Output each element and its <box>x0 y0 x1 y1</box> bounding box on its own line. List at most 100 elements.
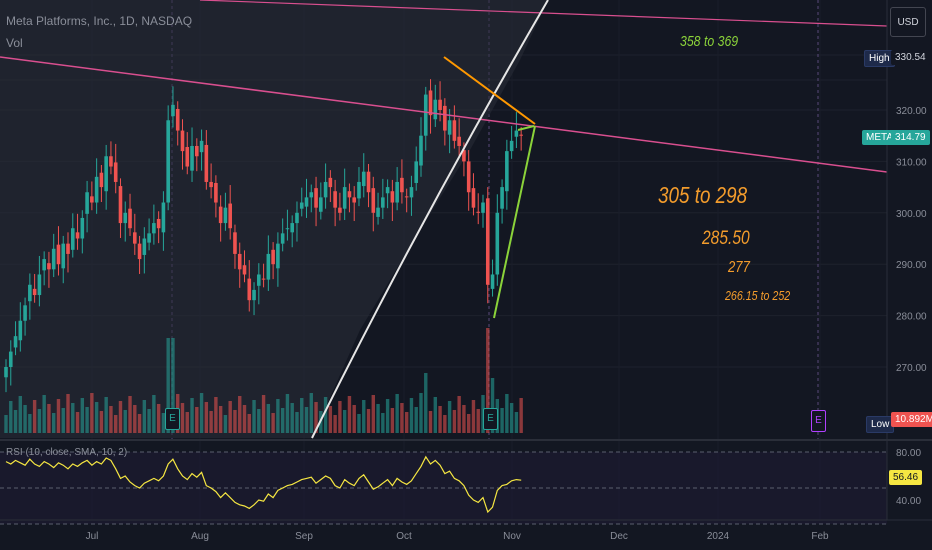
candle-body <box>495 212 500 275</box>
volume-bar <box>18 396 23 433</box>
candle-body <box>42 259 46 271</box>
volume-bar <box>185 412 189 433</box>
candle-body <box>132 232 137 244</box>
earnings-marker-1[interactable]: E <box>165 408 180 430</box>
volume-bar <box>433 397 437 433</box>
candle-body <box>447 120 452 135</box>
green-support-line-short[interactable] <box>517 125 535 131</box>
volume-bar <box>218 406 223 433</box>
candle-body <box>409 187 414 198</box>
x-tick-label: Sep <box>295 531 313 542</box>
high-label-tag: High <box>864 50 895 67</box>
candle-body <box>214 182 218 203</box>
volume-bar <box>171 338 175 433</box>
candle-body <box>161 202 166 233</box>
y-tick-label: 300.00 <box>896 209 927 220</box>
volume-bar <box>395 394 399 433</box>
candle-body <box>471 188 476 208</box>
volume-bar <box>352 405 356 433</box>
candle-body <box>276 243 280 269</box>
volume-bar <box>400 403 404 433</box>
volume-value-tag: 10.892M <box>891 412 932 427</box>
ascending-curve-line[interactable] <box>311 0 549 439</box>
candle-body <box>128 208 132 229</box>
volume-bar <box>280 408 285 433</box>
candle-body <box>333 191 337 208</box>
volume-bar <box>486 328 490 433</box>
candle-body <box>280 233 285 244</box>
earnings-marker-2[interactable]: E <box>483 408 498 430</box>
currency-button[interactable]: USD <box>890 7 926 37</box>
candle-body <box>419 135 423 166</box>
candle-body <box>118 186 123 224</box>
volume-bar <box>233 410 237 433</box>
current-symbol-tag: META <box>862 130 898 145</box>
volume-bar <box>481 395 485 433</box>
orange-resistance-line[interactable] <box>443 56 536 125</box>
candle-body <box>404 196 409 198</box>
volume-bar <box>471 400 476 433</box>
x-tick-label: Feb <box>811 531 829 542</box>
candle-body <box>423 94 428 136</box>
volume-bar <box>376 404 380 433</box>
volume-bar <box>71 403 75 433</box>
candle-body <box>228 203 232 229</box>
x-tick-label: Aug <box>191 531 209 542</box>
volume-bar <box>99 411 104 433</box>
candle-body <box>466 161 471 193</box>
volume-bar <box>381 413 385 433</box>
candle-body <box>123 212 128 224</box>
volume-bar <box>452 410 457 433</box>
candle-body <box>75 232 80 239</box>
volume-bar <box>4 415 8 433</box>
candle-body <box>70 228 75 250</box>
volume-bar <box>285 394 290 433</box>
rsi-axis-label: 80.00 <box>896 448 921 459</box>
candle-body <box>462 150 466 162</box>
volume-bar <box>161 413 166 433</box>
candle-body <box>32 288 37 296</box>
annotation-target-4: 266.15 to 252 <box>725 288 791 303</box>
shaded-region <box>0 0 548 438</box>
rsi-line <box>5 455 522 514</box>
rsi-panel: 80.00 40.00 <box>0 439 932 525</box>
green-support-line[interactable] <box>493 125 536 319</box>
volume-bar <box>328 406 333 433</box>
candle-body <box>371 188 376 213</box>
volume-bar <box>242 405 247 433</box>
volume-bar <box>190 398 194 433</box>
x-tick-label: 2024 <box>707 531 730 542</box>
volume-bar <box>314 402 318 433</box>
upper-trend-line[interactable] <box>199 0 887 27</box>
candle-body <box>490 274 495 289</box>
candle-body <box>171 104 175 117</box>
volume-bar <box>447 401 452 433</box>
volume-bar <box>47 404 51 433</box>
candle-body <box>400 177 404 193</box>
candle-body <box>476 211 481 213</box>
volume-bar <box>228 401 232 433</box>
volume-bar <box>290 403 294 433</box>
volume-bar <box>514 412 519 433</box>
candle-body <box>266 253 271 280</box>
candle-body <box>376 207 380 217</box>
candle-body <box>352 197 357 203</box>
volume-bar <box>152 395 156 433</box>
candle-body <box>257 274 261 286</box>
earnings-marker-3[interactable]: E <box>811 410 826 432</box>
time-axis: Jul Aug Sep Oct Nov Dec 2024 Feb <box>0 519 932 542</box>
rsi-label: RSI (10, close, SMA, 10, 2) <box>6 447 128 458</box>
volume-bar <box>52 413 56 433</box>
candle-body <box>505 151 509 192</box>
candle-body <box>323 181 328 198</box>
descending-trend-line[interactable] <box>0 56 887 173</box>
candle-body <box>166 120 170 203</box>
volume-bar <box>195 407 199 433</box>
candle-body <box>175 108 180 131</box>
volume-bar <box>509 403 514 433</box>
volume-bar <box>466 414 471 433</box>
volume-bar <box>257 409 261 433</box>
volume-bar <box>304 407 309 433</box>
volume-bar <box>457 396 461 433</box>
